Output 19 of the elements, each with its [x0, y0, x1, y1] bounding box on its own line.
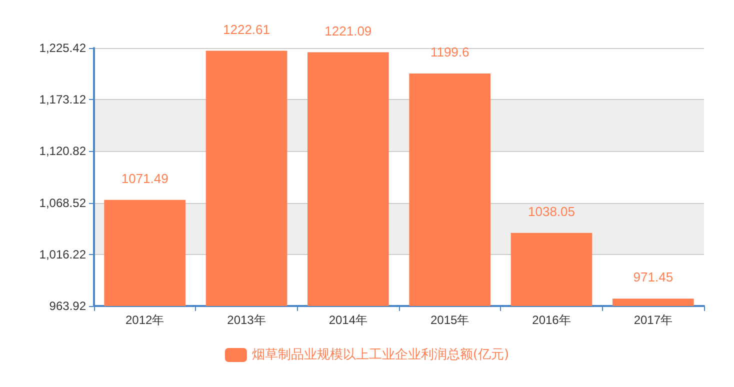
legend-label: 烟草制品业规模以上工业企业利润总额(亿元) — [252, 348, 510, 362]
x-tick-label: 2013年 — [227, 313, 266, 327]
data-label: 1038.05 — [528, 204, 575, 219]
x-tick-label: 2014年 — [328, 313, 368, 327]
x-tick-label: 2016年 — [532, 313, 571, 327]
y-tick-label: 1,173.12 — [39, 92, 86, 107]
y-tick-label: 1,225.42 — [39, 41, 86, 55]
data-label: 1071.49 — [121, 170, 168, 186]
x-tick-label: 2015年 — [430, 313, 470, 327]
y-tick-label: 1,120.82 — [39, 144, 86, 158]
x-tick-label: 2012年 — [125, 313, 164, 327]
y-tick-label: 1,068.52 — [39, 196, 86, 210]
x-tick-label: 2017年 — [634, 313, 673, 327]
data-label: 1222.61 — [223, 22, 270, 37]
y-tick-label: 1,016.22 — [39, 247, 86, 262]
data-label: 1221.09 — [324, 23, 372, 38]
y-tick-label: 963.92 — [49, 299, 86, 313]
data-label: 971.45 — [633, 270, 674, 285]
data-label: 1199.6 — [430, 44, 470, 60]
